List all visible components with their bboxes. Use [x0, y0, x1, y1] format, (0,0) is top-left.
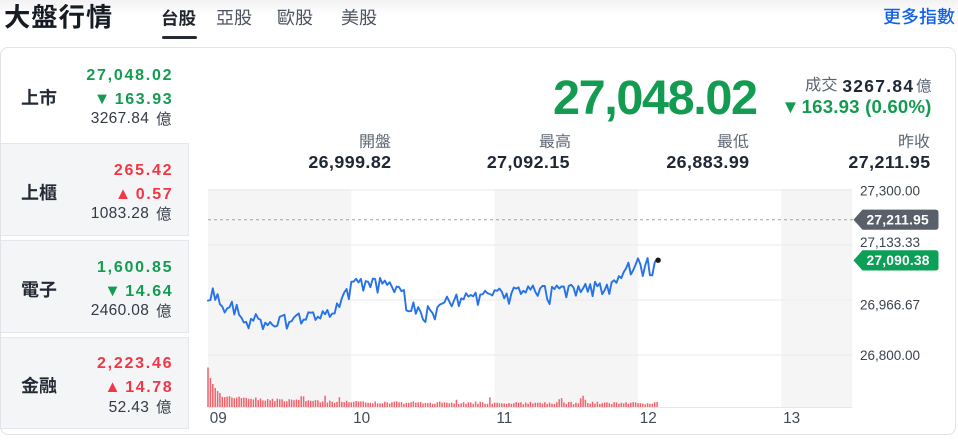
svg-text:11: 11: [496, 410, 512, 427]
svg-text:27,211.95: 27,211.95: [867, 213, 930, 228]
svg-text:10: 10: [353, 410, 370, 427]
svg-text:13: 13: [783, 410, 800, 427]
svg-text:27,133.33: 27,133.33: [860, 235, 920, 250]
svg-text:27,090.38: 27,090.38: [867, 253, 930, 268]
svg-text:09: 09: [210, 410, 227, 427]
svg-text:26,800.00: 26,800.00: [860, 348, 920, 363]
svg-text:26,966.67: 26,966.67: [860, 298, 920, 313]
svg-text:27,300.00: 27,300.00: [860, 184, 920, 199]
svg-text:12: 12: [640, 410, 657, 427]
